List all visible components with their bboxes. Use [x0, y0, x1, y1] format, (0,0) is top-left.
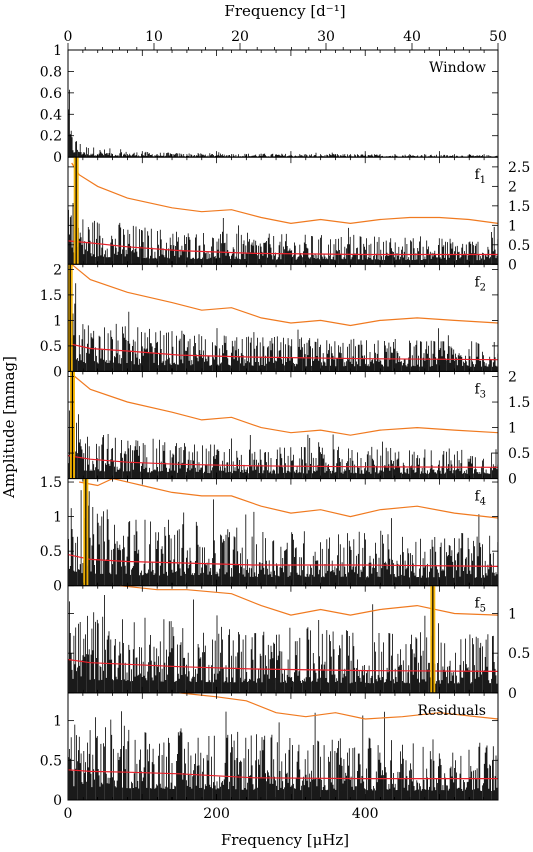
panel-label-subscript: 2	[480, 282, 486, 293]
y-tick-label: 0.5	[508, 446, 530, 462]
panel-frame	[67, 692, 499, 801]
noise-level-curve	[67, 455, 499, 468]
noise-level-curve	[67, 658, 499, 672]
amplitude-spectrum	[68, 711, 499, 800]
y-tick-label: 1	[53, 510, 62, 526]
y-tick-label: 0.4	[40, 107, 62, 123]
y-tick-label: 2	[53, 262, 62, 278]
significance-curve	[71, 373, 499, 436]
noise-level-curve	[67, 554, 499, 567]
y-tick-label: 0	[53, 793, 62, 809]
significance-curve	[71, 263, 499, 327]
y-tick-label: 2	[508, 179, 517, 195]
panel-label: Residuals	[418, 703, 486, 719]
y-tick-label: 0.2	[40, 129, 62, 145]
significance-curve	[179, 692, 499, 720]
significance-curve	[78, 477, 499, 519]
panel-label: f1	[474, 167, 486, 186]
y-tick-label: 1	[53, 313, 62, 329]
y-tick-label: 1	[508, 607, 517, 623]
bottom-axis-tick-labels: 0 200 400	[64, 806, 379, 822]
top-x-tick-label: 50	[489, 29, 507, 45]
y-tick-label: 0.5	[40, 339, 62, 355]
top-x-tick-label: 40	[403, 29, 421, 45]
y-tick-label: 1	[53, 43, 62, 59]
panel-label: f2	[474, 274, 486, 293]
panel-label-subscript: 3	[480, 389, 486, 400]
panel-frame	[67, 156, 499, 265]
y-tick-label: 0.5	[40, 753, 62, 769]
panel-label-subscript: 4	[480, 497, 486, 508]
bottom-x-tick-label: 0	[64, 806, 73, 822]
y-tick-label: 0	[53, 579, 62, 595]
panel-6: 0 0.5 1 f5	[67, 585, 530, 702]
amplitude-spectrum	[68, 283, 499, 372]
y-tick-label: 1.5	[40, 288, 62, 304]
noise-level-curve	[67, 240, 498, 256]
y-tick-label: 0	[508, 257, 517, 273]
bottom-x-tick-label: 200	[203, 806, 230, 822]
y-tick-label: 0.5	[40, 544, 62, 560]
y-tick-label: 1.5	[40, 475, 62, 491]
bottom-axis-title: Frequency [μHz]	[221, 831, 349, 849]
top-x-tick-label: 10	[145, 29, 163, 45]
panel-2: 0 0.5 1 1.5 2 2.5 f1	[67, 156, 530, 273]
top-axis-title: Frequency [d⁻¹]	[224, 2, 345, 20]
panel-label: f5	[474, 596, 486, 615]
panel-label: f4	[474, 489, 486, 508]
panel-label: Window	[429, 60, 486, 76]
bottom-x-tick-label: 400	[352, 806, 379, 822]
significance-curve	[119, 585, 499, 616]
y-axis-title: Amplitude [mmag]	[0, 356, 18, 499]
y-tick-label: 2.5	[508, 160, 530, 176]
y-tick-label: 0.5	[508, 646, 530, 662]
top-x-tick-label: 0	[64, 29, 73, 45]
y-tick-label: 1	[508, 421, 517, 437]
top-x-tick-label: 20	[231, 29, 249, 45]
y-tick-label: 1.5	[508, 395, 530, 411]
amplitude-spectrum	[68, 376, 499, 479]
significance-curve	[71, 162, 499, 225]
y-tick-label: 1	[508, 218, 517, 234]
y-tick-label: 2	[508, 370, 517, 386]
amplitude-spectrum	[68, 89, 499, 158]
noise-level-curve	[67, 342, 499, 361]
panel-5: 0 0.5 1 1.5 f4	[40, 475, 499, 595]
y-tick-label: 0.6	[40, 86, 62, 102]
y-tick-label: 0	[508, 686, 517, 702]
y-tick-label: 0	[53, 150, 62, 166]
amplitude-spectrum	[68, 490, 499, 586]
y-tick-label: 0.5	[508, 238, 530, 254]
panel-label: f3	[474, 381, 486, 400]
spectrum-panels: 0 0.2 0.4 0.6 0.8 1 Window 0 0.5 1 1.5 2 2.5 f1 0 0.5 1 1…	[40, 43, 531, 809]
top-axis-tick-labels: 0 10 20 30 40 50	[64, 29, 507, 50]
y-tick-label: 1.5	[508, 199, 530, 215]
y-tick-label: 1	[53, 714, 62, 730]
top-x-tick-label: 30	[317, 29, 335, 45]
y-tick-label: 0.8	[40, 64, 62, 80]
y-tick-label: 0	[53, 364, 62, 380]
y-tick-label: 0	[508, 472, 517, 488]
noise-level-curve	[67, 769, 498, 780]
panel-7: 0 0.5 1 Residuals	[40, 692, 499, 809]
panel-1: 0 0.2 0.4 0.6 0.8 1 Window	[40, 43, 499, 166]
panel-label-subscript: 5	[480, 604, 486, 615]
panel-4: 0 0.5 1 1.5 2 f3	[67, 370, 530, 488]
panel-label-subscript: 1	[480, 175, 486, 186]
